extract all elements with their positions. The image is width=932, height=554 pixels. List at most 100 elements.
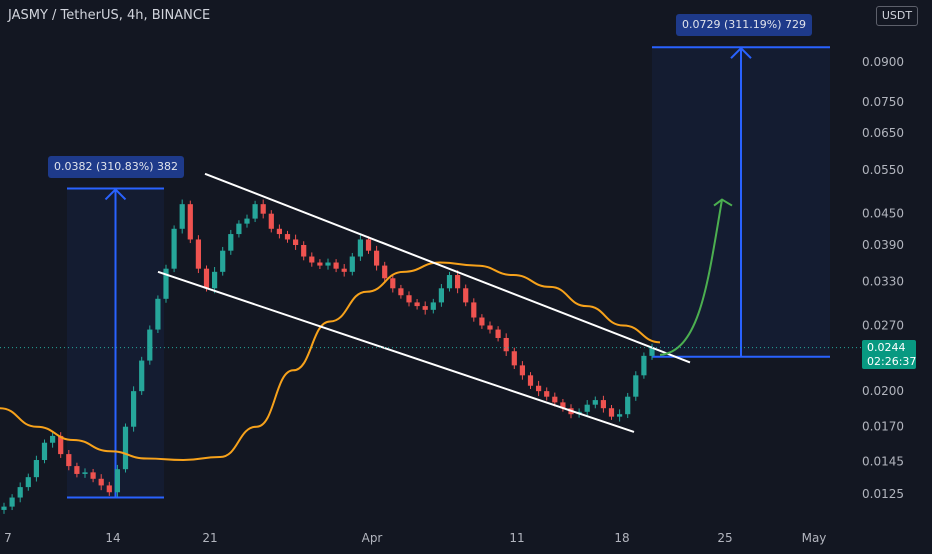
candle-body xyxy=(430,302,436,310)
y-tick-label: 0.0200 xyxy=(862,384,904,398)
y-tick-label: 0.0145 xyxy=(862,455,904,469)
candle-body xyxy=(114,469,120,493)
candle-body xyxy=(228,234,234,251)
candle-body xyxy=(406,295,412,303)
channel-upper-line xyxy=(204,172,691,364)
candle-body xyxy=(544,391,550,397)
candle-body xyxy=(179,204,185,229)
candle-body xyxy=(131,391,137,427)
candle-body xyxy=(74,466,80,474)
candle-body xyxy=(155,298,161,330)
candle-body xyxy=(560,402,566,409)
candle-body xyxy=(66,454,72,467)
currency-button[interactable]: USDT xyxy=(876,6,918,26)
candle-body xyxy=(33,460,39,478)
candle-body xyxy=(463,288,469,303)
candle-body xyxy=(633,375,639,397)
candle-body xyxy=(333,262,339,269)
y-tick-label: 0.0330 xyxy=(862,275,904,289)
measure-left-arrow-head xyxy=(104,188,127,201)
y-tick-label: 0.0750 xyxy=(862,95,904,109)
candle-body xyxy=(268,213,274,229)
measure-label-left: 0.0382 (310.83%) 382 xyxy=(48,156,185,178)
candle-body xyxy=(519,365,525,376)
candle-body xyxy=(163,268,169,299)
y-tick-label: 0.0125 xyxy=(862,487,904,501)
candle-body xyxy=(357,239,363,257)
x-tick-label: May xyxy=(802,531,827,545)
candle-body xyxy=(82,472,88,474)
x-tick-label: 25 xyxy=(717,531,732,545)
candle-body xyxy=(341,268,347,272)
candle-body xyxy=(1,506,7,510)
y-tick-label: 0.0450 xyxy=(862,207,904,221)
candle-body xyxy=(479,317,485,326)
candle-body xyxy=(260,204,266,214)
candle-body xyxy=(487,325,493,330)
candle-body xyxy=(600,400,606,409)
candle-body xyxy=(301,245,307,257)
candle-body xyxy=(536,385,542,392)
symbol-title: JASMY / TetherUS, 4h, BINANCE xyxy=(8,8,211,23)
moving-average-line xyxy=(0,261,661,462)
x-tick-label: 18 xyxy=(614,531,629,545)
candle-body xyxy=(58,435,64,455)
candle-body xyxy=(641,355,647,376)
candle-body xyxy=(592,400,598,405)
candle-body xyxy=(293,239,299,246)
candle-body xyxy=(349,256,355,272)
candle-body xyxy=(41,442,48,461)
candle-body xyxy=(649,347,655,356)
candle-body xyxy=(495,329,501,338)
candle-body xyxy=(284,234,291,240)
y-tick-label: 0.0650 xyxy=(862,126,904,140)
candle-body xyxy=(50,435,56,443)
channel-lower-line xyxy=(157,270,635,433)
x-tick-label: Apr xyxy=(362,531,383,545)
measure-label-right: 0.0729 (311.19%) 729 xyxy=(676,14,813,36)
candle-body xyxy=(374,250,380,266)
measure-right-arrow-head xyxy=(730,46,752,59)
projection-curve xyxy=(659,199,723,356)
y-tick-label: 0.0270 xyxy=(862,318,904,332)
candle-body xyxy=(139,360,145,392)
candle-body xyxy=(252,204,258,219)
candle-body xyxy=(220,250,226,272)
candle-body xyxy=(382,265,388,279)
candle-body xyxy=(511,351,517,366)
y-tick-label: 0.0170 xyxy=(862,420,904,434)
candle-body xyxy=(171,228,177,269)
candle-body xyxy=(455,275,461,289)
candle-body xyxy=(9,497,15,507)
candle-body xyxy=(527,375,534,386)
candle-body xyxy=(17,487,23,498)
candle-body xyxy=(446,275,453,289)
candle-body xyxy=(276,228,282,235)
candle-body xyxy=(122,426,129,470)
candle-body xyxy=(438,288,444,303)
y-tick-label: 0.0390 xyxy=(862,238,904,252)
x-tick-label: 21 xyxy=(202,531,217,545)
candle-body xyxy=(147,329,153,361)
candle-body xyxy=(608,408,615,417)
candle-body xyxy=(25,477,31,488)
candle-body xyxy=(617,414,623,417)
x-tick-label: 11 xyxy=(509,531,524,545)
candle-body xyxy=(309,256,315,263)
candle-body xyxy=(98,478,104,486)
candle-body xyxy=(244,218,250,224)
candle-body xyxy=(187,204,193,240)
candle-body xyxy=(471,302,477,318)
candle-body xyxy=(106,485,112,493)
y-tick-label: 0.0900 xyxy=(862,55,904,69)
candle-body xyxy=(584,404,590,412)
candle-body xyxy=(90,472,96,479)
x-tick-label: 14 xyxy=(105,531,120,545)
last-price-value: 0.0244 xyxy=(867,340,906,354)
candle-body xyxy=(203,268,210,289)
candle-body xyxy=(317,262,323,266)
candle-body xyxy=(365,239,372,251)
candle-body xyxy=(236,223,242,235)
